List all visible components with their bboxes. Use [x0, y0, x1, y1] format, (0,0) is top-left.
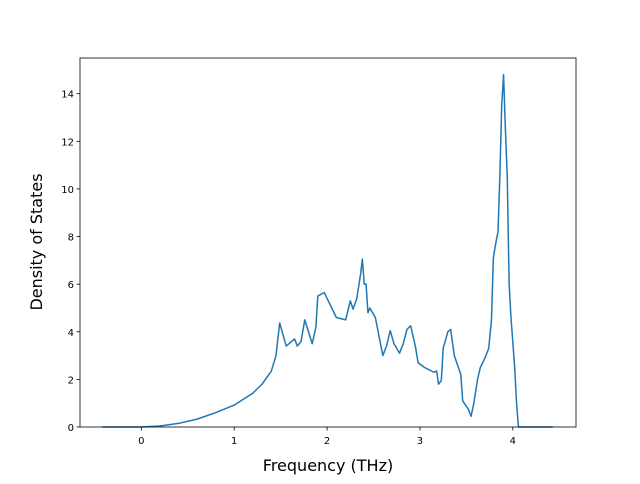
y-tick-label: 2	[68, 375, 74, 386]
y-tick-label: 6	[68, 280, 74, 291]
y-tick-label: 8	[68, 233, 74, 244]
x-tick-label: 3	[417, 436, 423, 447]
x-tick-label: 1	[231, 436, 237, 447]
y-tick-label: 4	[68, 328, 74, 339]
y-axis-label: Density of States	[27, 173, 46, 310]
x-tick-label: 0	[138, 436, 144, 447]
x-axis-label: Frequency (THz)	[263, 456, 393, 475]
y-tick-label: 0	[68, 423, 74, 434]
x-tick-label: 2	[324, 436, 330, 447]
x-tick-label: 4	[510, 436, 516, 447]
y-tick-label: 12	[61, 137, 74, 148]
y-tick-label: 10	[61, 185, 74, 196]
plot-frame	[79, 57, 577, 428]
data-line	[102, 73, 553, 428]
y-tick-label: 14	[61, 90, 74, 101]
